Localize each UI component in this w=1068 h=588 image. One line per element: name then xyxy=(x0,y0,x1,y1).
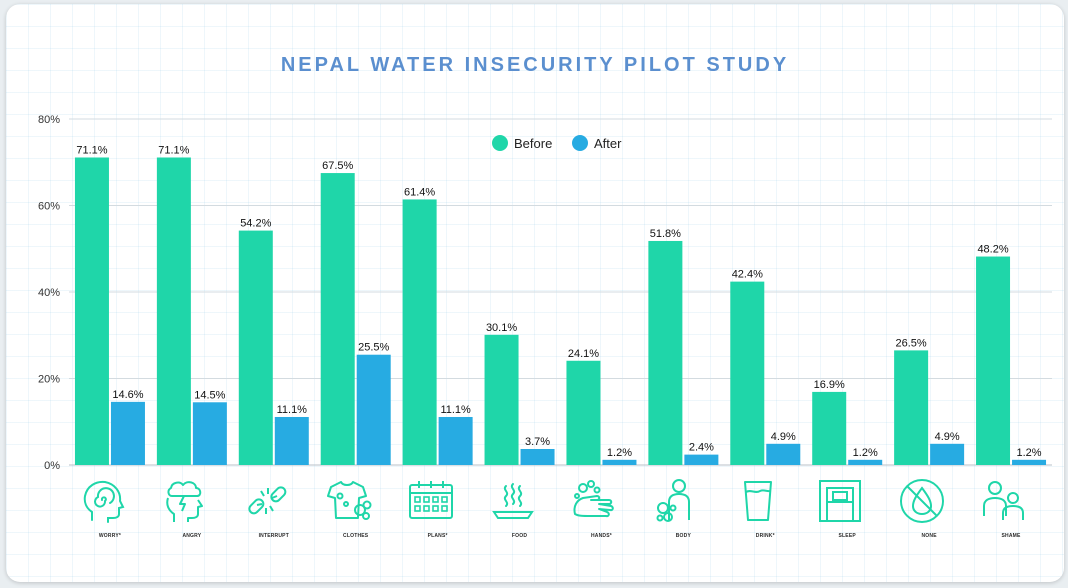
legend-swatch xyxy=(492,135,508,151)
bar-after xyxy=(602,459,637,465)
bar-chart: 0% 20% 40% 60% 80% 71.1% 14.6% 71.1% 14.5% 54.2% 1… xyxy=(38,114,1052,472)
chart-card: NEPAL WATER INSECURITY PILOT STUDY 0% 20%… xyxy=(6,4,1064,582)
x-tick-label: HANDS* xyxy=(590,533,612,539)
y-tick-label: 60% xyxy=(38,201,60,213)
legend-swatch xyxy=(572,135,588,151)
x-tick-label: NONE xyxy=(921,533,937,539)
x-tick-label: CLOTHES xyxy=(343,533,369,539)
bar-after xyxy=(848,459,883,465)
data-label: 11.1% xyxy=(440,404,471,416)
y-tick-label: 40% xyxy=(38,287,60,299)
x-tick-label: FOOD xyxy=(511,533,528,539)
data-label: 51.8% xyxy=(650,228,681,240)
bar-before xyxy=(566,360,601,465)
data-label: 1.2% xyxy=(853,447,878,459)
data-label: 11.1% xyxy=(277,404,308,416)
x-tick-label: SHAME xyxy=(1001,533,1021,539)
x-tick-label: PLANS* xyxy=(427,533,448,539)
data-label: 71.1% xyxy=(76,144,107,156)
x-tick-label: WORRY* xyxy=(98,533,122,539)
x-tick-label: DRINK* xyxy=(755,533,775,539)
data-label: 3.7% xyxy=(525,436,550,448)
data-label: 1.2% xyxy=(1017,447,1042,459)
data-label: 71.1% xyxy=(158,144,189,156)
y-tick-label: 0% xyxy=(44,460,60,472)
bar-before xyxy=(238,230,273,465)
data-label: 42.4% xyxy=(732,269,763,281)
data-label: 4.9% xyxy=(935,431,960,443)
data-label: 61.4% xyxy=(404,186,435,198)
bar-after xyxy=(438,416,473,465)
data-label: 25.5% xyxy=(358,342,389,354)
data-label: 16.9% xyxy=(814,379,845,391)
data-label: 2.4% xyxy=(689,442,714,454)
bar-before xyxy=(484,334,519,465)
x-tick-label: BODY xyxy=(675,533,691,539)
x-tick-label: ANGRY xyxy=(182,533,202,539)
bar-after xyxy=(110,401,145,465)
bar-after xyxy=(520,448,555,465)
bar-before xyxy=(402,199,437,465)
bar-after xyxy=(930,443,965,465)
x-tick-label: INTERRUPT xyxy=(258,533,289,539)
data-label: 4.9% xyxy=(771,431,796,443)
x-tick-label: SLEEP xyxy=(838,533,856,539)
legend-label: Before xyxy=(514,136,552,151)
data-label: 30.1% xyxy=(486,322,517,334)
bar-before xyxy=(812,391,847,465)
data-label: 14.5% xyxy=(194,389,225,401)
chart-title: NEPAL WATER INSECURITY PILOT STUDY xyxy=(280,54,790,76)
data-label: 67.5% xyxy=(322,160,353,172)
bar-after xyxy=(356,354,391,465)
bar-before xyxy=(74,157,109,465)
bar-before xyxy=(648,240,683,465)
legend-label: After xyxy=(594,136,622,151)
bar-before xyxy=(156,157,191,465)
data-label: 1.2% xyxy=(607,447,632,459)
data-label: 54.2% xyxy=(240,218,271,230)
bar-after xyxy=(1012,459,1047,465)
bar-before xyxy=(320,173,355,465)
bar-after xyxy=(766,443,801,465)
data-label: 26.5% xyxy=(896,337,927,349)
bar-before xyxy=(894,350,929,465)
data-label: 48.2% xyxy=(977,244,1008,256)
y-tick-label: 20% xyxy=(38,374,60,386)
bar-after xyxy=(274,416,309,465)
y-tick-label: 80% xyxy=(38,114,60,126)
data-label: 24.1% xyxy=(568,348,599,360)
bar-after xyxy=(684,454,719,465)
data-label: 14.6% xyxy=(112,389,143,401)
bar-before xyxy=(976,256,1011,465)
bar-before xyxy=(730,281,765,465)
bar-after xyxy=(192,402,227,465)
